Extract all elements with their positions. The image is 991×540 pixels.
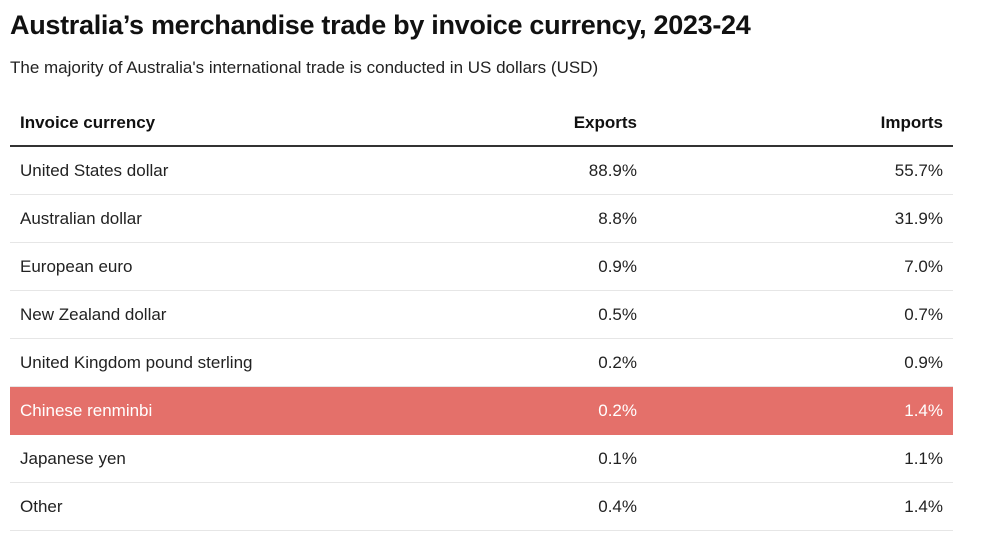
currency-cell: Other	[20, 496, 63, 516]
imports-cell: 1.4%	[904, 496, 943, 516]
table-row: United Kingdom pound sterling 0.2% 0.9%	[10, 339, 953, 387]
currency-cell: United Kingdom pound sterling	[20, 352, 253, 372]
exports-cell: 8.8%	[598, 208, 637, 228]
exports-cell: 0.4%	[598, 496, 637, 516]
currency-table: Invoice currency Exports Imports United …	[10, 100, 953, 531]
exports-cell: 88.9%	[588, 160, 637, 180]
chart-subtitle: The majority of Australia's internationa…	[10, 58, 599, 77]
table-row: Japanese yen 0.1% 1.1%	[10, 435, 953, 483]
exports-cell: 0.2%	[598, 400, 637, 420]
table-row: United States dollar 88.9% 55.7%	[10, 147, 953, 195]
chart-title: Australia’s merchandise trade by invoice…	[10, 10, 751, 40]
imports-cell: 7.0%	[904, 256, 943, 276]
table-row-highlighted: Chinese renminbi 0.2% 1.4%	[10, 387, 953, 435]
column-header-exports: Exports	[573, 112, 637, 132]
imports-cell: 1.4%	[904, 400, 943, 420]
table-row: New Zealand dollar 0.5% 0.7%	[10, 291, 953, 339]
imports-cell: 55.7%	[894, 160, 943, 180]
imports-cell: 0.7%	[904, 304, 943, 324]
currency-cell: Japanese yen	[20, 448, 126, 468]
exports-cell: 0.5%	[598, 304, 637, 324]
exports-cell: 0.2%	[598, 352, 637, 372]
imports-cell: 1.1%	[904, 448, 943, 468]
currency-cell: New Zealand dollar	[20, 304, 167, 324]
column-header-imports: Imports	[880, 112, 943, 132]
table-body: United States dollar 88.9% 55.7% Australian…	[10, 147, 953, 531]
table-row: Other 0.4% 1.4%	[10, 483, 953, 531]
currency-cell: Chinese renminbi	[20, 400, 153, 420]
table-row: Australian dollar 8.8% 31.9%	[10, 195, 953, 243]
exports-cell: 0.1%	[598, 448, 637, 468]
imports-cell: 31.9%	[894, 208, 943, 228]
column-header-currency: Invoice currency	[20, 112, 156, 132]
exports-cell: 0.9%	[598, 256, 637, 276]
table-header-row: Invoice currency Exports Imports	[10, 100, 953, 147]
currency-cell: European euro	[20, 256, 133, 276]
table-row: European euro 0.9% 7.0%	[10, 243, 953, 291]
imports-cell: 0.9%	[904, 352, 943, 372]
currency-cell: Australian dollar	[20, 208, 142, 228]
currency-cell: United States dollar	[20, 160, 169, 180]
